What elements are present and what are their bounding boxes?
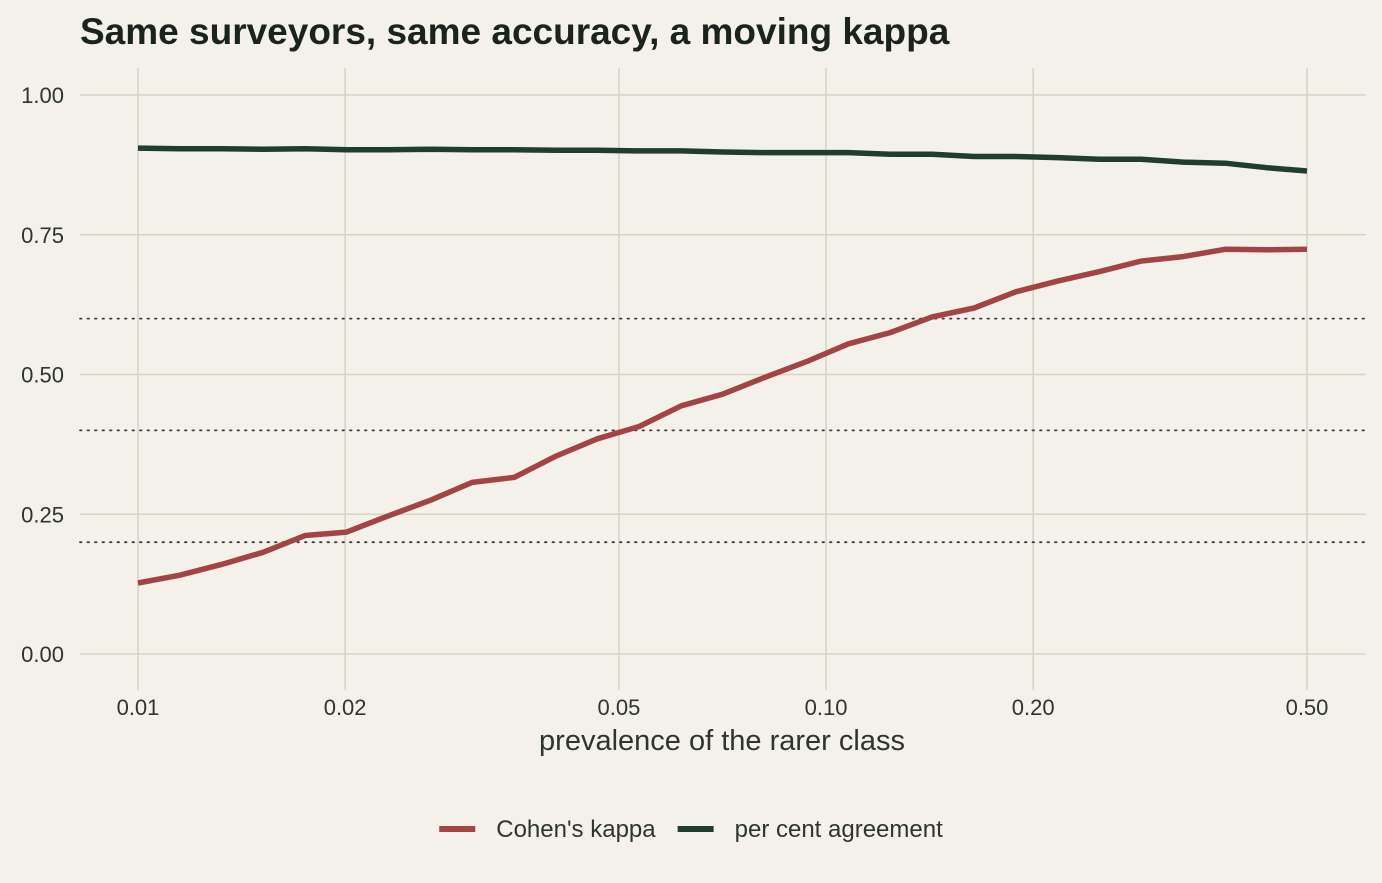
y-tick-label: 0.00 <box>21 642 64 667</box>
x-gridlines <box>137 68 1308 690</box>
legend: Cohen's kappa per cent agreement <box>439 816 943 843</box>
series-line-cohen-s-kappa <box>137 246 1308 586</box>
x-tick-label: 0.20 <box>1012 695 1055 720</box>
legend-label-per-cent-agreement: per cent agreement <box>735 816 943 843</box>
x-axis-title: prevalence of the rarer class <box>539 725 905 757</box>
series-line-per-cent-agreement <box>137 145 1308 174</box>
y-tick-label: 0.50 <box>21 363 64 388</box>
x-axis-tick-labels: 0.01 0.02 0.05 0.10 0.20 0.50 <box>117 695 1329 720</box>
reference-lines <box>79 317 1367 544</box>
x-tick-label: 0.10 <box>805 695 848 720</box>
y-gridlines <box>80 94 1366 655</box>
series-lines <box>137 145 1308 586</box>
y-tick-label: 0.25 <box>21 502 64 527</box>
x-tick-label: 0.02 <box>324 695 367 720</box>
y-axis-tick-labels: 0.00 0.25 0.50 0.75 1.00 <box>21 83 64 667</box>
x-tick-label: 0.50 <box>1286 695 1329 720</box>
x-tick-label: 0.01 <box>117 695 160 720</box>
x-tick-label: 0.05 <box>598 695 641 720</box>
y-tick-label: 0.75 <box>21 223 64 248</box>
legend-label-cohen-s-kappa: Cohen's kappa <box>496 816 656 843</box>
y-tick-label: 1.00 <box>21 83 64 108</box>
chart-title: Same surveyors, same accuracy, a moving … <box>80 11 950 52</box>
